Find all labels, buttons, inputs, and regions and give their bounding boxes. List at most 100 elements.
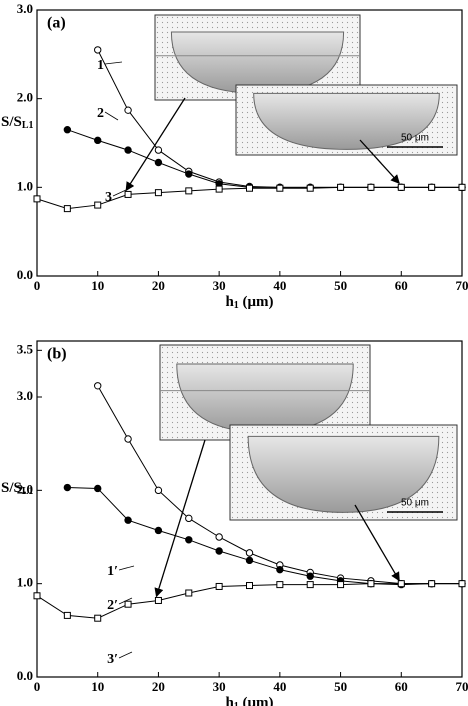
- series-label: 1: [97, 58, 104, 73]
- x-tick-label: 0: [34, 679, 41, 694]
- marker: [337, 183, 345, 191]
- plot-frame: [36, 340, 463, 678]
- series-leader: [104, 61, 123, 65]
- inset-shape: [247, 435, 440, 513]
- y-tick-label: 3.5: [17, 341, 34, 356]
- marker: [306, 184, 314, 192]
- marker: [94, 614, 102, 622]
- x-tick-label: 60: [395, 679, 408, 694]
- x-label-unit: (μm): [239, 695, 274, 706]
- arrow: [359, 139, 400, 185]
- y-tick-label: 2.0: [17, 90, 33, 105]
- y-tick-label: 0.0: [17, 668, 33, 683]
- x-tick-label: 10: [91, 679, 104, 694]
- x-label-text: h: [225, 695, 234, 706]
- marker: [154, 486, 163, 495]
- marker: [215, 185, 223, 193]
- marker: [63, 611, 71, 619]
- x-label-sub: 1: [234, 701, 239, 706]
- x-tick-label: 60: [395, 278, 408, 293]
- marker: [306, 581, 314, 589]
- y-label-sub: L1: [22, 486, 34, 497]
- y-label-text: S/S: [1, 114, 22, 130]
- series-leader: [118, 651, 133, 659]
- marker: [458, 183, 466, 191]
- marker: [458, 580, 466, 588]
- marker: [124, 106, 132, 114]
- series-label: 3: [105, 190, 112, 205]
- marker: [154, 189, 162, 197]
- x-tick-label: 70: [456, 679, 468, 694]
- x-tick-label: 40: [273, 679, 286, 694]
- x-tick-label: 40: [273, 278, 286, 293]
- panel-label: (b): [47, 346, 67, 363]
- marker: [337, 581, 345, 589]
- x-axis-label: h1 (μm): [225, 695, 273, 706]
- y-label-text: S/S: [1, 480, 22, 496]
- marker: [245, 556, 254, 565]
- marker: [63, 126, 72, 134]
- marker: [63, 483, 72, 492]
- y-label-sub: L1: [22, 120, 34, 131]
- plot-frame: [36, 9, 463, 277]
- marker: [94, 46, 102, 54]
- x-label-sub: 1: [234, 300, 239, 311]
- series-leader: [118, 565, 135, 571]
- marker: [367, 580, 375, 588]
- marker: [185, 187, 193, 195]
- marker: [306, 572, 314, 580]
- marker: [367, 183, 375, 191]
- panel-label: (a): [47, 15, 66, 32]
- series-label: 3′: [107, 652, 118, 667]
- marker: [63, 205, 71, 213]
- series-label: 1′: [107, 564, 118, 579]
- series-leader: [112, 189, 127, 197]
- marker: [428, 183, 436, 191]
- marker: [33, 195, 41, 203]
- marker: [428, 580, 436, 588]
- marker: [276, 565, 284, 574]
- x-tick-label: 50: [334, 679, 347, 694]
- x-label-text: h: [225, 294, 234, 310]
- y-tick-label: 1.0: [17, 575, 33, 590]
- inset-shape: [253, 92, 440, 150]
- x-tick-label: 20: [152, 278, 165, 293]
- marker: [33, 592, 41, 600]
- marker: [124, 435, 132, 443]
- x-tick-label: 20: [152, 679, 165, 694]
- marker: [276, 581, 284, 589]
- marker: [185, 514, 193, 523]
- marker: [185, 589, 193, 597]
- arrow: [354, 504, 400, 582]
- marker: [94, 484, 102, 493]
- marker: [154, 158, 163, 167]
- x-tick-label: 50: [334, 278, 347, 293]
- marker: [124, 190, 132, 198]
- marker: [94, 382, 102, 390]
- series-label: 2: [97, 106, 104, 121]
- scale-bar-label: 50 μm: [401, 498, 429, 509]
- marker: [215, 582, 223, 590]
- marker: [215, 533, 223, 541]
- marker: [94, 136, 102, 145]
- y-tick-label: 3.0: [17, 388, 33, 403]
- marker: [245, 549, 254, 557]
- marker: [154, 526, 163, 535]
- y-axis-label: S/SL1: [1, 114, 34, 131]
- series-leader: [104, 111, 119, 121]
- x-tick-label: 30: [213, 278, 226, 293]
- x-tick-label: 70: [456, 278, 468, 293]
- arrow: [125, 97, 186, 192]
- y-tick-label: 1.0: [17, 178, 33, 193]
- series-line: [67, 487, 462, 586]
- marker: [124, 146, 132, 154]
- marker: [94, 201, 102, 209]
- y-tick-label: 2.0: [17, 481, 33, 496]
- marker: [246, 184, 253, 192]
- x-tick-label: 10: [91, 278, 104, 293]
- scale-bar-label: 50 μm: [401, 133, 429, 144]
- y-axis-label: S/SL1: [1, 480, 34, 497]
- marker: [185, 170, 193, 178]
- marker: [124, 600, 132, 608]
